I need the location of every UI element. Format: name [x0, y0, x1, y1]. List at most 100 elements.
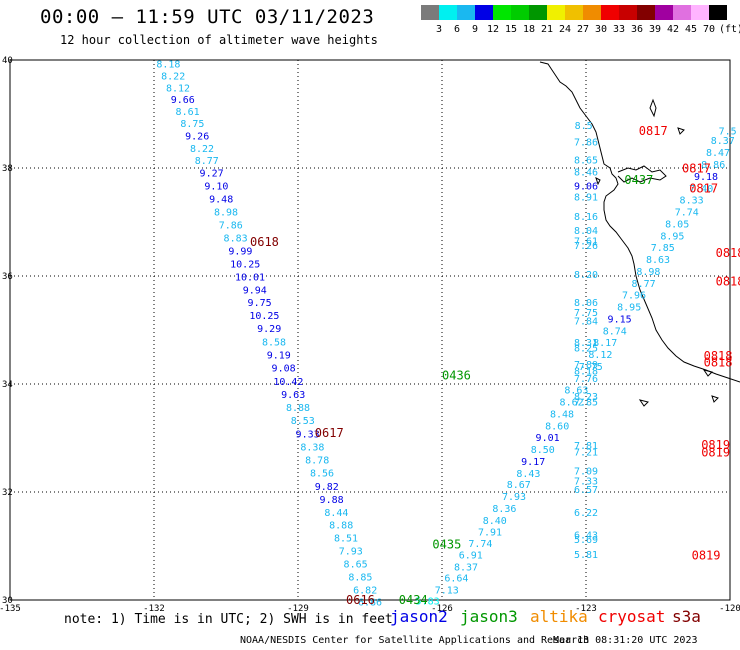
mission-name: jason3	[460, 607, 518, 626]
x-tick-label: -135	[0, 604, 21, 614]
island-1	[677, 127, 685, 135]
y-tick-label: 32	[2, 488, 13, 498]
legend-swatch	[565, 5, 583, 20]
swh-value: 8.85	[348, 573, 372, 584]
swh-value: 7.91	[478, 528, 502, 539]
swh-value: 8.04	[574, 226, 598, 237]
swh-value: 7.74	[675, 208, 699, 219]
legend-swatch	[583, 5, 601, 20]
swh-value: 9.19	[267, 351, 291, 362]
swh-value: 7.89	[574, 360, 598, 371]
swh-value: 8.62	[560, 398, 584, 409]
pass-time-label: 0616	[346, 593, 375, 607]
legend-swatch	[529, 5, 547, 20]
pass-time-label: 0819	[701, 445, 730, 459]
swh-value: 9.18	[694, 172, 718, 183]
swh-value: 7.81	[574, 441, 598, 452]
swh-value: 6.91	[459, 550, 483, 561]
legend-swatch	[601, 5, 619, 20]
pass-time-label: 0437	[624, 173, 653, 187]
swh-value: 8.98	[214, 208, 238, 219]
swh-value: 5.69	[574, 535, 598, 546]
swh-value: 8.16	[574, 212, 598, 223]
map-subtitle: 12 hour collection of altimeter wave hei…	[60, 33, 378, 47]
swh-value: 7.21	[574, 447, 598, 458]
swh-value: 7.86	[219, 220, 243, 231]
x-tick-label: -120	[719, 604, 740, 614]
pass-time-label: 0819	[701, 438, 730, 452]
swh-value: 6.82	[353, 586, 377, 597]
mission-name: s3a	[672, 607, 701, 626]
swh-value: 9.15	[608, 314, 632, 325]
swh-value: 5.83	[416, 596, 440, 607]
swh-value: 9.48	[209, 195, 233, 206]
mission-name: altika	[530, 607, 588, 626]
legend-label: 42	[666, 24, 680, 35]
y-tick-label: 36	[2, 272, 13, 282]
pass-time-label: 0817	[689, 181, 718, 195]
coastline-mainland	[539, 61, 740, 383]
x-tick-label: -123	[575, 604, 597, 614]
swh-value: 9.17	[521, 457, 545, 468]
swh-value: 7.93	[339, 547, 363, 558]
swh-value: 6.86	[358, 597, 382, 608]
swh-value: 7.61	[574, 237, 598, 248]
swh-value: 8.47	[706, 148, 730, 159]
swh-value: 8.77	[632, 279, 656, 290]
swh-value: 8.56	[310, 468, 334, 479]
pass-time-label: 0618	[250, 235, 279, 249]
pass-time-label: 0818	[716, 275, 740, 289]
swh-value: 8.58	[262, 338, 286, 349]
pass-time-label: 0819	[692, 549, 721, 563]
credit-line: NOAA/NESDIS Center for Satellite Applica…	[240, 635, 590, 646]
swh-value: 7.93	[502, 492, 526, 503]
generation-timestamp: Mar 13 08:31:20 UTC 2023	[553, 635, 698, 646]
swh-value: 8.67	[507, 480, 531, 491]
swh-value: 8.60	[545, 421, 569, 432]
mission-name: cryosat	[598, 607, 666, 626]
footer-note: note: 1) Time is in UTC; 2) SWH is in fe…	[64, 612, 393, 627]
swh-value: 8.74	[603, 326, 627, 337]
swh-value: 7.86	[574, 137, 598, 148]
swh-value: 9.66	[171, 95, 195, 106]
legend-label: 45	[684, 24, 698, 35]
legend-swatch	[475, 5, 493, 20]
swh-value: 6.57	[574, 485, 598, 496]
island-3	[638, 399, 649, 407]
pass-time-label: 0434	[399, 593, 428, 607]
legend-swatch	[673, 5, 691, 20]
swh-value: 9.75	[248, 298, 272, 309]
legend-label: 27	[576, 24, 590, 35]
swh-value: 8.88	[329, 521, 353, 532]
legend-swatch	[655, 5, 673, 20]
y-tick-label: 30	[2, 596, 13, 606]
pass-time-label: 0436	[442, 369, 471, 383]
swh-value: 8.20	[574, 270, 598, 281]
y-tick-label: 38	[2, 164, 13, 174]
legend-swatch	[547, 5, 565, 20]
swh-value: 8.37	[711, 136, 735, 147]
swh-value: 7.09	[574, 467, 598, 478]
swh-value: 8.38	[300, 442, 324, 453]
swh-value: 6.22	[574, 508, 598, 519]
legend-swatch	[457, 5, 475, 20]
swh-value: 8.5	[575, 121, 593, 132]
swh-value: 8.46	[574, 168, 598, 179]
legend-label: 36	[630, 24, 644, 35]
swh-value: 10.25	[230, 259, 260, 270]
swh-value: 10.42	[273, 377, 303, 388]
legend-label: 30	[594, 24, 608, 35]
map-title: 00:00 – 11:59 UTC 03/11/2023	[40, 6, 375, 28]
swh-value: 9.01	[536, 433, 560, 444]
swh-value: 7.84	[574, 317, 598, 328]
swh-value: 8.43	[516, 469, 540, 480]
pass-time-label: 0818	[704, 349, 733, 363]
y-tick-label: 40	[2, 56, 13, 66]
swh-value: 9.10	[204, 182, 228, 193]
lat-lon-grid	[9, 59, 731, 601]
swh-value: 8.05	[665, 219, 689, 230]
swh-value: 7.75	[574, 308, 598, 319]
swh-value: 7.85	[651, 243, 675, 254]
legend-swatch	[637, 5, 655, 20]
